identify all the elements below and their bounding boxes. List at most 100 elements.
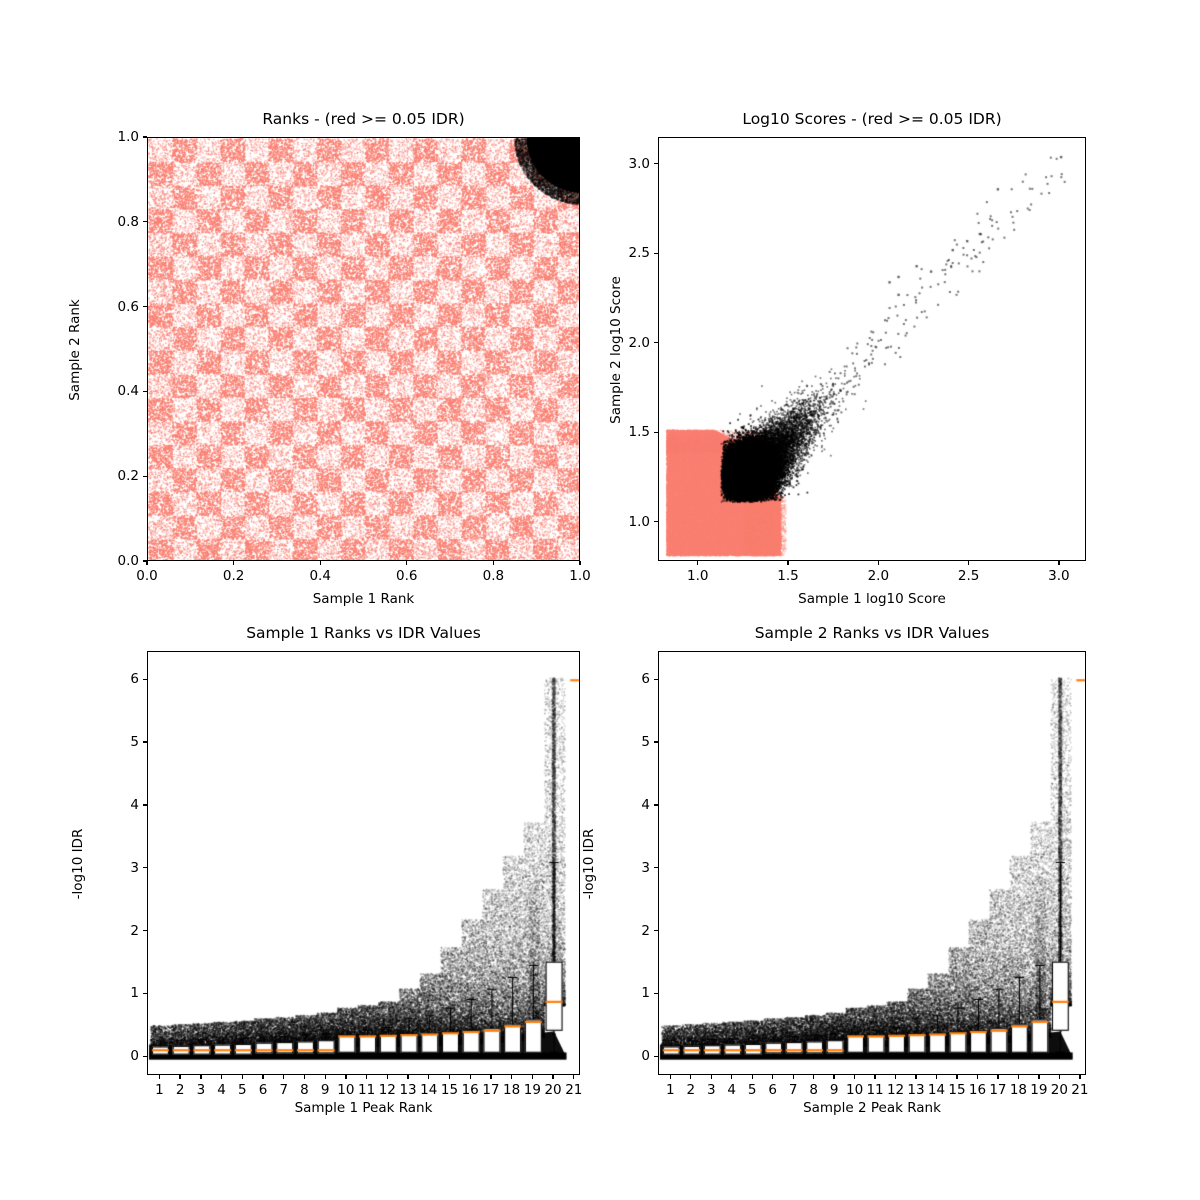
xticklabel-0-0: 0.0 [136, 568, 158, 584]
yticklabel-3-3: 3 [641, 859, 650, 876]
ytick-3-2 [654, 929, 658, 932]
yticklabel-2-0: 0 [130, 1048, 139, 1065]
xticklabel-3-13: 14 [927, 1082, 946, 1098]
xtick-2-9 [345, 1075, 347, 1079]
xtick-3-16 [997, 1075, 999, 1079]
xtick-3-6 [792, 1075, 794, 1079]
xlabel-sample1-peak-rank: Sample 1 Peak Rank [294, 1100, 433, 1116]
axes-log10-scores [658, 137, 1086, 561]
xticklabel-3-12: 13 [907, 1082, 925, 1098]
ytick-1-2 [654, 342, 658, 344]
xtick-3-0 [669, 1075, 671, 1079]
xticklabel-1-2: 2.0 [867, 568, 890, 584]
ytick-2-6 [143, 678, 147, 680]
xlabel-sample1-rank: Sample 1 Rank [312, 591, 415, 607]
xticklabel-3-11: 12 [886, 1082, 905, 1098]
xticklabel-2-11: 12 [378, 1082, 396, 1098]
xticklabel-2-16: 17 [482, 1082, 500, 1098]
xtick-3-13 [935, 1075, 938, 1079]
xtick-2-0 [158, 1075, 161, 1079]
panel-title-sample2-ranks: Sample 2 Ranks vs IDR Values [754, 624, 990, 642]
yticklabel-2-1: 1 [130, 985, 139, 1002]
xtick-2-11 [386, 1075, 388, 1079]
yticklabel-2-4: 4 [130, 796, 139, 813]
xtick-2-7 [303, 1075, 306, 1079]
xticklabel-3-18: 19 [1030, 1082, 1048, 1098]
yticklabel-1-0: 1.0 [628, 513, 650, 530]
xtick-1-4 [1058, 561, 1060, 565]
xtick-3-15 [976, 1075, 979, 1079]
xtick-3-12 [915, 1075, 917, 1079]
xtick-2-8 [324, 1075, 326, 1079]
xticklabel-2-20: 21 [565, 1082, 583, 1098]
panel-title-log10-scores: Log10 Scores - (red >= 0.05 IDR) [742, 110, 1002, 128]
xticklabel-3-3: 4 [727, 1082, 737, 1098]
xticklabel-3-5: 6 [768, 1082, 777, 1098]
xtick-3-14 [956, 1075, 958, 1079]
yticklabel-2-5: 5 [130, 734, 139, 751]
xticklabel-2-5: 6 [258, 1082, 268, 1098]
yticklabel-0-1: 0.2 [117, 468, 139, 485]
ytick-0-5 [143, 136, 147, 138]
xtick-1-3 [967, 561, 970, 565]
sample1-box-and-fliers [148, 652, 579, 1074]
xticklabel-3-2: 3 [706, 1082, 716, 1098]
xtick-2-16 [490, 1075, 492, 1079]
ylabel-sample2-log10-score: Sample 2 log10 Score [608, 276, 624, 424]
xtick-2-1 [179, 1075, 181, 1079]
yticklabel-0-2: 0.4 [117, 383, 139, 400]
ytick-1-4 [654, 163, 658, 165]
ytick-2-5 [143, 741, 147, 743]
ylabel-sample2-rank: Sample 2 Rank [67, 299, 83, 401]
xticklabel-3-15: 16 [968, 1082, 987, 1098]
yticklabel-0-3: 0.6 [117, 298, 139, 315]
xticklabel-0-3: 0.6 [396, 568, 418, 584]
panel-title-sample1-ranks: Sample 1 Ranks vs IDR Values [246, 624, 481, 642]
ytick-3-5 [654, 741, 658, 743]
xticklabel-2-14: 15 [440, 1082, 459, 1098]
ytick-0-3 [143, 305, 147, 308]
xticklabel-2-0: 1 [155, 1082, 164, 1098]
xtick-0-0 [146, 561, 148, 565]
xtick-3-19 [1058, 1075, 1061, 1079]
xtick-0-5 [579, 561, 581, 565]
xticklabel-1-1: 1.5 [777, 568, 799, 584]
xticklabel-0-4: 0.8 [482, 568, 505, 584]
xtick-3-9 [853, 1075, 856, 1079]
yticklabel-2-6: 6 [130, 671, 139, 688]
ytick-1-1 [654, 431, 658, 433]
xticklabel-1-4: 3.0 [1048, 568, 1070, 584]
xtick-2-6 [283, 1075, 285, 1079]
ytick-0-0 [143, 560, 147, 562]
ytick-2-1 [143, 992, 147, 994]
xtick-0-4 [492, 561, 495, 565]
xtick-2-4 [241, 1075, 243, 1079]
xtick-1-2 [877, 561, 879, 565]
xticklabel-3-9: 10 [845, 1082, 864, 1098]
xtick-3-18 [1038, 1075, 1040, 1079]
xticklabel-2-13: 14 [420, 1082, 438, 1098]
xtick-3-1 [690, 1075, 692, 1079]
xtick-2-18 [531, 1075, 533, 1079]
xtick-2-14 [448, 1075, 451, 1079]
xticklabel-3-19: 20 [1050, 1082, 1068, 1098]
xlabel-sample2-peak-rank: Sample 2 Peak Rank [803, 1100, 941, 1116]
xticklabel-3-16: 17 [989, 1082, 1007, 1098]
xticklabel-3-6: 7 [788, 1082, 798, 1098]
axes-ranks-scatter [147, 137, 580, 561]
ytick-3-3 [654, 867, 658, 869]
ytick-2-0 [143, 1055, 147, 1057]
axes-sample1-ranks-vs-idr [147, 651, 580, 1075]
axes-sample2-ranks-vs-idr [658, 651, 1086, 1075]
xtick-2-20 [573, 1075, 575, 1079]
xticklabel-2-3: 4 [217, 1082, 226, 1098]
xticklabel-3-1: 2 [686, 1082, 696, 1098]
xtick-3-17 [1017, 1075, 1020, 1079]
xticklabel-3-10: 11 [866, 1082, 884, 1098]
ytick-3-6 [654, 678, 658, 680]
ytick-0-1 [143, 475, 147, 477]
yticklabel-3-2: 2 [641, 922, 650, 939]
xtick-3-10 [874, 1075, 876, 1079]
xticklabel-3-14: 15 [948, 1082, 966, 1098]
